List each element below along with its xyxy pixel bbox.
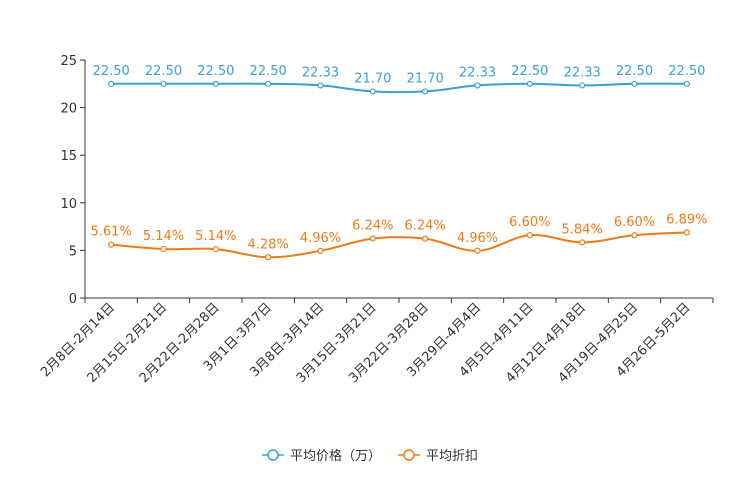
data-label: 22.50: [668, 64, 705, 79]
data-point: [108, 80, 115, 87]
data-point: [369, 235, 376, 242]
legend-marker: [403, 449, 415, 461]
data-label: 4.96%: [457, 231, 498, 246]
data-label: 22.33: [564, 65, 601, 80]
y-tick-label: 0: [69, 292, 77, 307]
data-label: 6.24%: [352, 219, 393, 234]
data-point: [526, 232, 533, 239]
data-point: [265, 80, 272, 87]
data-label: 22.50: [197, 64, 234, 79]
data-label: 5.14%: [143, 229, 184, 244]
data-label: 4.96%: [300, 231, 341, 246]
data-label: 21.70: [354, 71, 391, 86]
y-tick-label: 15: [60, 149, 77, 164]
series-layer: 22.50 22.50 22.50 22.50 22.33 21.70 21.70 22.33…: [91, 64, 707, 261]
data-label: 6.89%: [666, 212, 707, 227]
data-label: 6.60%: [509, 215, 550, 230]
data-point: [579, 239, 586, 246]
data-point: [526, 80, 533, 87]
data-point: [631, 80, 638, 87]
y-tick-label: 20: [60, 102, 77, 117]
legend-label: 平均折扣: [426, 449, 478, 464]
data-label: 22.50: [145, 64, 182, 79]
data-point: [317, 247, 324, 254]
data-point: [212, 80, 219, 87]
data-point: [683, 80, 690, 87]
y-tick-label: 25: [60, 54, 77, 69]
data-label: 21.70: [407, 71, 444, 86]
data-label: 22.50: [511, 64, 548, 79]
data-label: 6.24%: [405, 219, 446, 234]
data-label: 22.50: [250, 64, 287, 79]
data-point: [422, 88, 429, 95]
data-point: [422, 235, 429, 242]
data-point: [369, 88, 376, 95]
series-avg-discount: 5.61% 5.14% 5.14% 4.28% 4.96% 6.24% 6.24% 4.96%…: [91, 212, 707, 261]
series-line: [111, 231, 687, 259]
data-point: [108, 241, 115, 248]
data-point: [579, 82, 586, 89]
series-line: [111, 82, 687, 94]
y-tick-label: 10: [60, 197, 77, 212]
series-avg-price: 22.50 22.50 22.50 22.50 22.33 21.70 21.70 22.33…: [93, 64, 705, 95]
data-label: 6.60%: [614, 215, 655, 230]
data-label: 22.50: [616, 64, 653, 79]
legend-item-avg-price[interactable]: 平均价格（万）: [262, 448, 381, 464]
data-point: [474, 82, 481, 89]
data-label: 4.28%: [248, 237, 289, 252]
data-point: [683, 229, 690, 236]
data-point: [160, 80, 167, 87]
data-point: [474, 247, 481, 254]
data-label: 5.14%: [195, 229, 236, 244]
data-label: 22.33: [302, 65, 339, 80]
data-point: [265, 254, 272, 261]
chart-legend: 平均价格（万） 平均折扣: [262, 448, 478, 464]
data-label: 5.84%: [562, 222, 603, 237]
data-label: 22.50: [93, 64, 130, 79]
data-label: 5.61%: [91, 225, 132, 240]
data-point: [317, 82, 324, 89]
data-point: [212, 245, 219, 253]
y-tick-label: 5: [69, 244, 77, 259]
legend-marker: [267, 449, 279, 461]
data-label: 22.33: [459, 65, 496, 80]
data-point: [631, 232, 638, 239]
legend-label: 平均价格（万）: [290, 448, 381, 464]
data-point: [160, 245, 167, 253]
legend-item-avg-discount[interactable]: 平均折扣: [398, 449, 478, 464]
